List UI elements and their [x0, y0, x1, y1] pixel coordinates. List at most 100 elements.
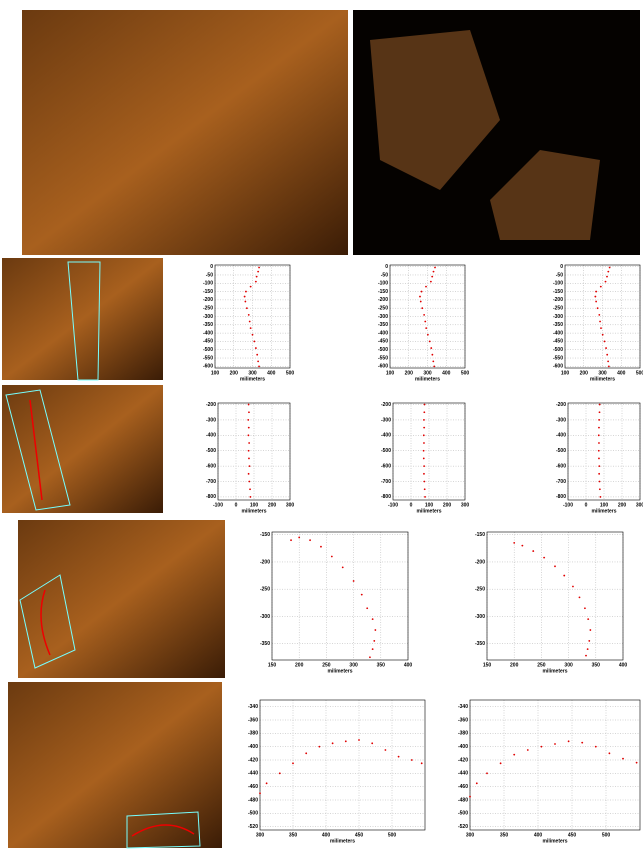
point: [588, 640, 590, 642]
point: [594, 296, 596, 298]
point: [600, 496, 602, 498]
point: [597, 307, 599, 309]
y-tick-label: -300: [206, 417, 216, 423]
point: [595, 746, 597, 748]
point: [599, 481, 601, 483]
y-tick-label: -400: [206, 433, 216, 439]
y-tick-label: -200: [556, 402, 566, 408]
y-tick-label: -600: [206, 463, 216, 469]
y-tick-label: -200: [203, 297, 213, 303]
point: [250, 496, 252, 498]
point: [266, 782, 268, 784]
x-axis-label: milimeters: [241, 508, 266, 514]
point: [244, 301, 246, 303]
y-tick-label: -400: [381, 433, 391, 439]
x-tick-label: 200: [295, 662, 304, 668]
photo: [2, 385, 163, 513]
point: [279, 772, 281, 774]
x-tick-label: 500: [461, 370, 470, 376]
y-tick-label: -150: [378, 289, 388, 295]
y-tick-label: -340: [248, 704, 258, 710]
y-tick-label: -380: [248, 731, 258, 737]
point: [554, 565, 556, 567]
point: [599, 411, 601, 413]
x-tick-label: 450: [355, 832, 364, 838]
y-tick-label: -400: [458, 744, 468, 750]
point: [607, 360, 609, 362]
x-axis-label: milimeters: [542, 668, 567, 674]
x-tick-label: 200: [618, 502, 627, 508]
point: [605, 281, 607, 283]
point: [433, 271, 435, 273]
point: [587, 618, 589, 620]
point: [244, 296, 246, 298]
point: [541, 746, 543, 748]
point: [424, 404, 426, 406]
point: [258, 365, 260, 367]
point: [372, 618, 374, 620]
x-tick-label: 100: [386, 370, 395, 376]
y-tick-label: -440: [248, 771, 258, 777]
point: [606, 354, 608, 356]
point: [424, 321, 426, 323]
y-tick-label: -800: [556, 494, 566, 500]
x-tick-label: -100: [388, 502, 398, 508]
y-tick-label: -300: [203, 314, 213, 320]
point: [298, 537, 300, 539]
point: [585, 655, 587, 657]
plot-area: [487, 532, 623, 660]
point: [425, 286, 427, 288]
x-tick-label: 0: [235, 502, 238, 508]
point: [607, 271, 609, 273]
point: [373, 640, 375, 642]
point: [245, 291, 247, 293]
point: [598, 465, 600, 467]
point: [423, 411, 425, 413]
point: [248, 314, 250, 316]
point: [527, 749, 529, 751]
point: [385, 749, 387, 751]
x-axis-label: milimeters: [416, 508, 441, 514]
point: [432, 360, 434, 362]
x-tick-label: 500: [636, 370, 643, 376]
y-tick-label: -300: [378, 314, 388, 320]
point: [609, 267, 611, 269]
point: [598, 450, 600, 452]
point: [249, 465, 251, 467]
point: [532, 550, 534, 552]
x-tick-label: 200: [268, 502, 277, 508]
point: [246, 307, 248, 309]
y-tick-label: -400: [556, 433, 566, 439]
x-axis-label: milimeters: [240, 376, 265, 382]
y-tick-label: -150: [553, 289, 563, 295]
y-tick-label: -340: [458, 704, 468, 710]
y-tick-label: -500: [378, 347, 388, 353]
point: [249, 488, 251, 490]
point: [290, 539, 292, 541]
y-tick-label: -300: [381, 417, 391, 423]
y-tick-label: -420: [248, 757, 258, 763]
point: [423, 434, 425, 436]
x-tick-label: -100: [213, 502, 223, 508]
point: [424, 488, 426, 490]
x-axis-label: milimeters: [590, 376, 615, 382]
y-tick-label: -200: [260, 559, 270, 565]
y-tick-label: -520: [248, 824, 258, 830]
y-tick-label: -700: [206, 479, 216, 485]
point: [430, 347, 432, 349]
x-tick-label: 300: [636, 502, 643, 508]
y-tick-label: -150: [260, 532, 270, 538]
point: [587, 648, 589, 650]
point: [249, 321, 251, 323]
point: [248, 473, 250, 475]
point: [476, 782, 478, 784]
y-tick-label: -350: [260, 641, 270, 647]
x-axis-label: milimeters: [542, 838, 567, 844]
point: [423, 314, 425, 316]
point: [543, 557, 545, 559]
point: [424, 496, 426, 498]
point: [563, 575, 565, 577]
y-tick-label: -600: [203, 364, 213, 370]
point: [554, 743, 556, 745]
point: [305, 752, 307, 754]
